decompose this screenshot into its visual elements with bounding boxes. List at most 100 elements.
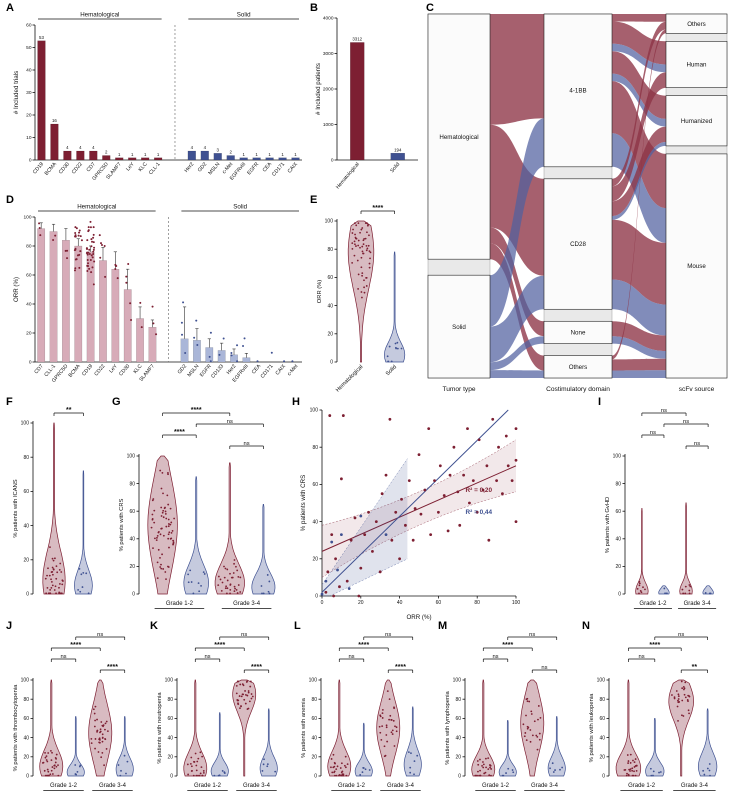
svg-text:Solid: Solid	[452, 324, 466, 331]
svg-text:LeY: LeY	[108, 363, 119, 374]
svg-text:0: 0	[314, 774, 317, 780]
svg-text:****: ****	[395, 664, 406, 671]
svg-text:ns: ns	[694, 441, 700, 447]
svg-text:20: 20	[167, 755, 173, 761]
svg-text:Grade 3-4: Grade 3-4	[387, 783, 415, 789]
svg-text:80: 80	[327, 247, 333, 253]
svg-text:40: 40	[397, 600, 403, 606]
svg-text:CD7: CD7	[86, 161, 97, 173]
svg-text:Hematological: Hematological	[80, 12, 119, 19]
panel-b: B 0 1000 2000 3000 4000 # Included patients 33…	[310, 2, 422, 196]
svg-text:40: 40	[23, 735, 29, 741]
panel-h-chart: 0 20 40 60 80 100 0 20 40 60 80 100 ORR (%) % patient…	[300, 408, 521, 621]
panel-d-letter: D	[6, 194, 14, 206]
svg-text:1: 1	[157, 152, 160, 157]
svg-text:ns: ns	[244, 441, 250, 447]
panel-i-letter: I	[598, 396, 602, 408]
svg-text:30: 30	[26, 90, 32, 96]
svg-text:40: 40	[23, 523, 29, 529]
svg-text:100: 100	[21, 678, 30, 684]
svg-text:1: 1	[294, 152, 297, 157]
svg-text:Grade 3-4: Grade 3-4	[233, 601, 261, 607]
svg-text:1: 1	[268, 152, 271, 157]
svg-text:40: 40	[312, 519, 318, 525]
svg-text:16: 16	[52, 118, 57, 123]
svg-text:20: 20	[358, 600, 364, 606]
svg-text:Hematological: Hematological	[439, 134, 478, 141]
svg-text:20: 20	[23, 558, 29, 564]
svg-text:BCMA: BCMA	[68, 363, 83, 379]
svg-text:% patients with ICANS: % patients with ICANS	[13, 479, 19, 537]
svg-text:4-1BB: 4-1BB	[569, 88, 586, 95]
svg-text:Grade 3-4: Grade 3-4	[684, 601, 712, 607]
svg-text:0: 0	[321, 600, 324, 606]
svg-text:Mouse: Mouse	[687, 263, 706, 270]
svg-text:ns: ns	[650, 430, 656, 436]
panel-m-letter: M	[438, 620, 448, 632]
svg-text:60: 60	[436, 600, 442, 606]
svg-text:CD133: CD133	[210, 363, 225, 379]
panel-k-letter: K	[150, 620, 158, 632]
svg-text:60: 60	[23, 716, 29, 722]
panel-a: A 0 10 20 30 40 50 60 # Included trials 53 CD19 16…	[6, 2, 306, 196]
panel-e-chart: 0 20 40 60 80 100 ORR (%) **** Hematological Soli…	[317, 205, 406, 393]
svg-text:100: 100	[127, 454, 136, 460]
svg-text:50: 50	[26, 45, 32, 51]
svg-text:20: 20	[615, 564, 621, 570]
svg-text:194: 194	[394, 147, 402, 152]
svg-text:20: 20	[129, 564, 135, 570]
svg-text:60: 60	[615, 509, 621, 515]
svg-text:100: 100	[165, 678, 174, 684]
svg-text:****: ****	[70, 642, 81, 649]
svg-text:Grade 1-2: Grade 1-2	[639, 601, 667, 607]
panel-n-letter: N	[582, 620, 590, 632]
svg-text:100: 100	[325, 219, 334, 225]
svg-text:0: 0	[26, 774, 29, 780]
svg-text:% patients with CRS: % patients with CRS	[119, 498, 125, 551]
svg-text:R² = 0,44: R² = 0,44	[466, 509, 493, 516]
panel-e: E 0 20 40 60 80 100 ORR (%) **** Hematological So…	[310, 194, 422, 398]
svg-text:100: 100	[512, 600, 521, 606]
svg-text:ORR (%): ORR (%)	[317, 280, 323, 304]
svg-text:LeY: LeY	[125, 161, 136, 172]
panel-g-chart: 0 20 40 60 80 100 % patients with CRS **** ns ***…	[119, 407, 276, 609]
svg-text:Grade 1-2: Grade 1-2	[194, 783, 222, 789]
svg-text:CD28: CD28	[570, 241, 586, 248]
panel-b-chart: 0 1000 2000 3000 4000 # Included patients 3312…	[315, 16, 418, 190]
svg-text:Grade 1-2: Grade 1-2	[50, 783, 78, 789]
svg-text:CD171: CD171	[260, 363, 275, 379]
svg-text:ns: ns	[683, 419, 689, 425]
svg-text:**: **	[66, 407, 72, 414]
panel-c-chart: Hematological Solid Tumor type 4-1BB CD28 Non…	[427, 13, 728, 393]
svg-text:GD2: GD2	[197, 161, 209, 173]
svg-text:80: 80	[615, 481, 621, 487]
svg-text:2000: 2000	[323, 87, 334, 93]
svg-text:100: 100	[453, 678, 462, 684]
svg-text:CD22: CD22	[71, 161, 84, 175]
svg-text:3: 3	[217, 147, 220, 152]
svg-text:4: 4	[204, 145, 207, 150]
svg-text:EGFR: EGFR	[246, 161, 260, 176]
svg-text:Grade 3-4: Grade 3-4	[681, 783, 709, 789]
svg-text:80: 80	[129, 481, 135, 487]
svg-text:80: 80	[455, 697, 461, 703]
svg-text:40: 40	[599, 735, 605, 741]
panel-n: N 0 20 40 60 80 100 % patients with leukopenia…	[582, 620, 732, 806]
panel-m-chart: 0 20 40 60 80 100% patients with lymphopenia n…	[445, 632, 566, 791]
svg-text:40: 40	[311, 735, 317, 741]
svg-text:Grade 3-4: Grade 3-4	[531, 783, 559, 789]
svg-text:CAIX: CAIX	[287, 161, 300, 175]
svg-text:40: 40	[26, 302, 32, 308]
svg-text:KLC: KLC	[133, 363, 144, 375]
svg-text:Human: Human	[687, 62, 708, 69]
svg-text:1: 1	[242, 152, 245, 157]
svg-text:Solid: Solid	[237, 12, 251, 19]
svg-text:MSLN: MSLN	[207, 161, 221, 176]
svg-text:# Included trials: # Included trials	[13, 71, 20, 114]
panel-a-letter: A	[6, 2, 14, 14]
svg-text:60: 60	[311, 716, 317, 722]
svg-text:40: 40	[327, 303, 333, 309]
svg-text:1: 1	[118, 152, 121, 157]
svg-text:100: 100	[23, 215, 31, 221]
